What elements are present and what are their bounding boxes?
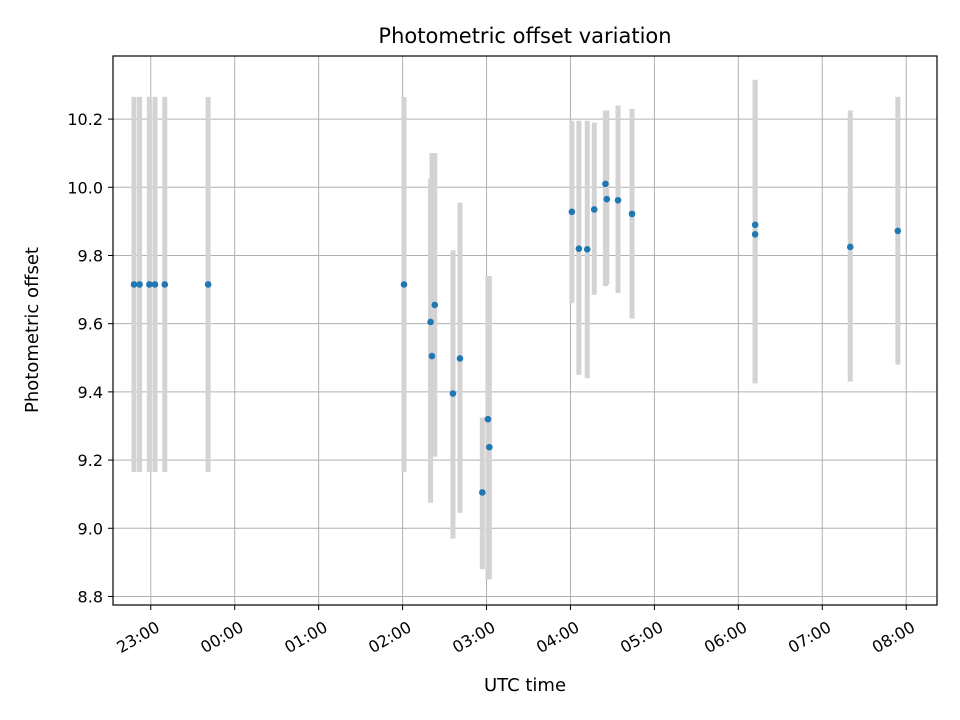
data-points [130,180,902,496]
y-tick-label: 10.2 [67,110,103,129]
y-tick-label: 9.8 [78,246,103,265]
data-point [449,390,457,397]
data-point [400,281,408,288]
y-axis-label: Photometric offset [22,247,43,413]
data-point [204,281,212,288]
chart-title: Photometric offset variation [378,24,671,48]
y-tick-label: 9.4 [78,383,103,402]
plot-frame [112,55,938,606]
data-point [146,281,153,288]
data-point [751,231,759,238]
y-tick-label: 8.8 [78,587,103,606]
data-point [575,245,583,252]
y-tick-label: 9.2 [78,451,103,470]
data-point [130,281,138,288]
data-point [894,227,902,235]
data-point [602,180,609,188]
x-axis-label: UTC time [484,675,566,696]
data-point [751,221,759,229]
data-point [486,443,493,451]
data-point [568,208,576,216]
data-point [614,196,622,204]
data-point [590,206,598,213]
data-point [456,355,464,362]
data-point [427,318,434,326]
data-point [484,415,492,423]
data-point [428,352,436,360]
data-point [603,195,611,203]
y-axis: 8.8 9.0 9.2 9.4 9.6 9.8 10.0 10.2 [67,110,113,606]
data-point [136,281,143,288]
data-point [431,301,439,309]
data-point [583,246,591,253]
data-point [846,243,854,251]
data-point [479,489,486,496]
y-tick-label: 10.0 [67,178,103,197]
data-point [628,210,636,218]
y-tick-label: 9.6 [78,315,103,334]
data-point [151,281,159,288]
data-point [161,281,169,288]
y-tick-label: 9.0 [78,519,103,538]
